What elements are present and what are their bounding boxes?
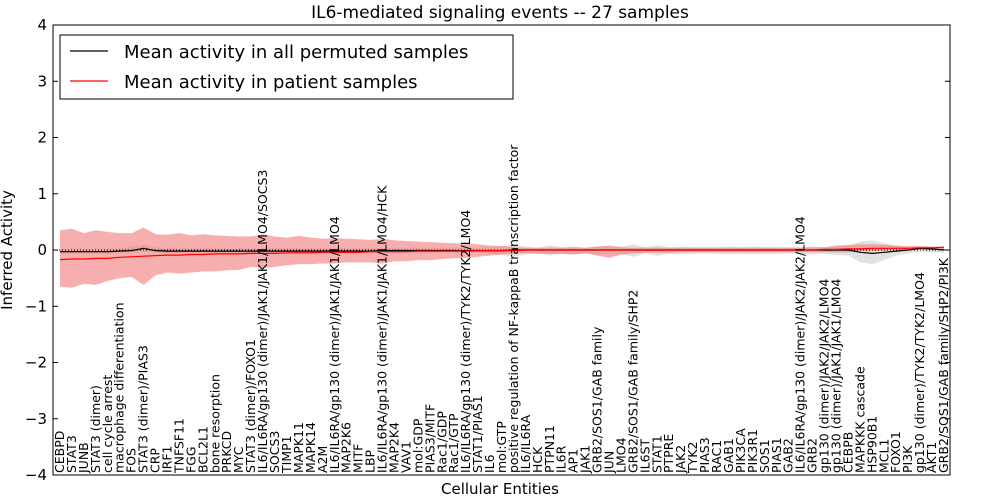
- x-category-label: HSP90B1: [864, 416, 879, 473]
- x-category-label: GRB2: [805, 438, 820, 473]
- x-category-label: CEBPD: [52, 431, 67, 473]
- x-category-label: mol:GTP: [494, 421, 509, 473]
- y-tick-label: −1: [25, 297, 47, 315]
- x-category-label: MAP2K6: [339, 422, 354, 473]
- x-category-label: MAP2K4: [387, 422, 402, 473]
- y-tick-label: 1: [37, 185, 47, 203]
- x-category-label: PIAS3: [697, 437, 712, 473]
- y-axis-label: Inferred Activity: [0, 190, 16, 310]
- x-category-label: MCL1: [876, 439, 891, 473]
- x-category-label: BCL2L1: [195, 426, 210, 473]
- x-category-label: TIMP1: [279, 435, 294, 474]
- x-category-label: STAT3 (dimer)/FOXO1: [243, 339, 258, 473]
- x-category-label: A2M: [315, 446, 330, 473]
- x-category-label: IL6/IL6RA/gp130 (dimer)/JAK1/JAK1/LMO4: [327, 216, 342, 473]
- x-category-label: MAPK14: [303, 422, 318, 473]
- x-category-label: FOXO1: [888, 431, 903, 473]
- x-category-label: PIAS3/MITF: [422, 404, 437, 473]
- y-tick-label: 2: [37, 129, 47, 147]
- x-category-label: CRP: [148, 448, 163, 473]
- x-category-label: CEBPB: [840, 432, 855, 473]
- x-category-label: IL6ST: [637, 438, 652, 473]
- x-category-label: mol:GDP: [410, 418, 425, 473]
- x-category-label: PIAS1: [769, 437, 784, 473]
- x-category-label: IL6/IL6RA/gp130 (dimer)/JAK1/JAK1/LMO4/H…: [375, 185, 390, 473]
- x-category-label: IRF1: [160, 445, 175, 473]
- x-category-label: TYK2: [685, 442, 700, 474]
- x-category-label: RAC1: [709, 440, 724, 473]
- x-category-label: GRB2/SOS1/GAB family/SHP2/PI3K: [936, 257, 951, 473]
- y-tick-label: 0: [37, 241, 47, 259]
- x-category-label: PIK3CA: [733, 428, 748, 473]
- x-category-label: JUN: [602, 451, 617, 474]
- x-category-label: STAT3 (dimer)/PIAS3: [136, 345, 151, 473]
- legend: Mean activity in all permuted samples Me…: [59, 34, 514, 100]
- x-category-label: MAPK11: [291, 422, 306, 473]
- x-category-label: positive regulation of NF-kappaB transcr…: [506, 144, 521, 473]
- legend-label-patient: Mean activity in patient samples: [124, 72, 418, 93]
- x-axis-label: Cellular Entities: [441, 480, 559, 498]
- x-category-label: AP1: [566, 449, 581, 473]
- x-category-label: JUNB: [76, 442, 91, 474]
- y-tick-label: −3: [25, 410, 47, 428]
- x-category-label: gp130 (dimer)/TYK2/TYK2/LMO4: [912, 272, 927, 473]
- x-category-label: PRKCD: [219, 431, 234, 473]
- x-category-label: Rac1/GDP: [434, 411, 449, 473]
- x-category-label: IL6: [482, 454, 497, 473]
- x-category-label: IL6/IL6RA/gp130 (dimer)/JAK2/JAK2/LMO4: [793, 216, 808, 473]
- x-category-label: PI3K: [900, 445, 915, 473]
- x-category-label: Rac1/GTP: [446, 413, 461, 473]
- x-category-label: IL6/IL6RA/gp130 (dimer)/TYK2/TYK2/LMO4: [458, 210, 473, 473]
- x-category-label: bone resorption: [207, 374, 222, 473]
- x-category-label: TNFSF11: [172, 418, 187, 474]
- x-category-label: JAK1: [578, 445, 593, 474]
- x-category-label: IL6/IL6RA/gp130 (dimer)/JAK1/JAK1/LMO4/S…: [255, 170, 270, 473]
- series-lines: [59, 246, 945, 261]
- x-category-label: PIK3R1: [745, 429, 760, 473]
- legend-label-permuted: Mean activity in all permuted samples: [124, 42, 468, 63]
- x-category-label: PTPN11: [542, 425, 557, 473]
- y-tick-label: 4: [37, 16, 47, 34]
- x-category-label: cell cycle arrest: [100, 375, 115, 473]
- x-category-label: SOS1: [757, 439, 772, 473]
- x-category-label: IL6R: [554, 445, 569, 473]
- x-category-label: macrophage differentiation: [112, 302, 127, 473]
- x-category-label: STAT1: [649, 435, 664, 473]
- x-category-label: FOS: [124, 448, 139, 473]
- x-category-label: HCK: [530, 446, 545, 473]
- x-category-label: JAK2: [673, 445, 688, 474]
- y-axis: 4 3 2 1 0 −1 −2 −3 −4: [25, 16, 950, 484]
- chart-title: IL6-mediated signaling events -- 27 samp…: [311, 3, 689, 23]
- y-tick-label: −2: [25, 354, 47, 372]
- y-tick-label: 3: [37, 72, 47, 90]
- x-category-label: FGG: [183, 446, 198, 473]
- x-category-label: LBP: [363, 449, 378, 473]
- x-category-label: MAPKKK cascade: [852, 366, 867, 473]
- x-category-label: PTPRE: [661, 434, 676, 473]
- x-category-label: LMO4: [614, 437, 629, 473]
- line-patient: [59, 246, 945, 261]
- x-category-label: GAB2: [781, 438, 796, 473]
- x-category-label: gp130 (dimer)/JAK2/JAK2/LMO4: [817, 279, 832, 473]
- x-category-label: VAV1: [398, 441, 413, 473]
- x-category-label: GRB2/SOS1/GAB family/SHP2: [625, 290, 640, 473]
- x-category-label: STAT3 (dimer): [88, 385, 103, 473]
- x-category-label: GAB1: [721, 438, 736, 473]
- x-category-label: STAT3: [64, 435, 79, 473]
- band-patient: [60, 227, 944, 288]
- y-tick-label: −4: [25, 466, 47, 484]
- x-category-label: IL6/IL6RA: [518, 414, 533, 473]
- legend-box: [59, 34, 514, 100]
- x-category-label: gp130 (dimer)/JAK1/JAK1/LMO4: [829, 279, 844, 473]
- x-category-label: MITF: [351, 444, 366, 473]
- x-category-label: STAT1/PIAS1: [470, 395, 485, 473]
- x-category-label: GRB2/SOS1/GAB family: [590, 326, 605, 473]
- x-category-label: MYC: [231, 446, 246, 473]
- x-category-label: SOCS3: [267, 431, 282, 473]
- x-category-label: AKT1: [924, 442, 939, 473]
